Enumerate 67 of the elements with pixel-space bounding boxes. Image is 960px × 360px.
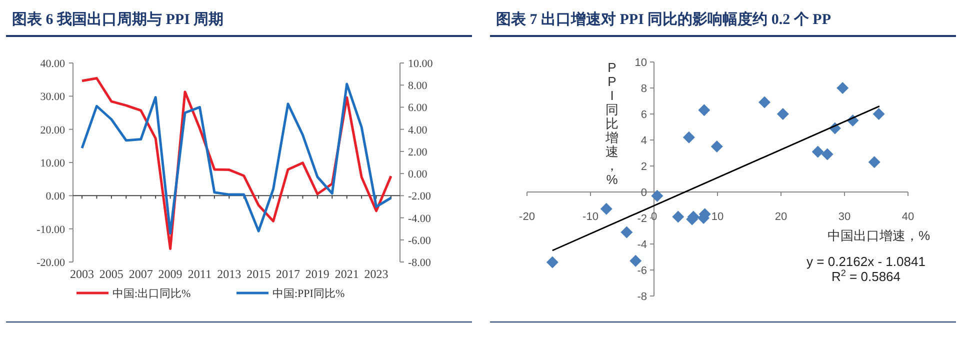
- y2-tick-label: -2.00: [408, 190, 432, 203]
- y2-tick-label: 4.00: [408, 124, 428, 136]
- x-tick-label: 2009: [158, 267, 182, 281]
- point: [651, 190, 664, 202]
- y-tick-label: 6: [640, 109, 647, 121]
- text: PPI同比增速，%: [606, 60, 618, 187]
- x-tick-label: 2021: [334, 267, 359, 281]
- x-tick-label: 2003: [70, 267, 94, 281]
- y2-tick-label: -8.00: [408, 257, 432, 269]
- point: [546, 256, 558, 268]
- y2-tick-label: 0.00: [408, 168, 428, 181]
- x-tick-label: -20: [519, 211, 535, 223]
- y-tick-label: -10.00: [36, 224, 66, 236]
- y-tick-label: -4: [637, 239, 647, 251]
- y-tick-label: 0.00: [46, 190, 66, 203]
- point: [868, 156, 880, 168]
- x-tick-label: -10: [582, 211, 598, 223]
- y2-tick-label: 6.00: [408, 102, 428, 114]
- point: [620, 226, 633, 238]
- x-tick-label: 2013: [217, 267, 242, 281]
- x-axis-title: 中国出口增速，%: [827, 228, 930, 243]
- point: [710, 140, 723, 152]
- y-tick-label: -6: [637, 265, 647, 277]
- point: [630, 254, 642, 267]
- y-tick-label: 20.00: [40, 124, 66, 136]
- annotation: R$^{2}$ = 0.5864: [831, 268, 901, 284]
- y2-tick-label: 2.00: [408, 146, 428, 158]
- x-tick-label: 10: [711, 211, 724, 223]
- x-tick-label: 2019: [305, 267, 330, 281]
- legend-label: 中国:出口同比%: [112, 287, 191, 300]
- y-tick-label: 30.00: [40, 91, 66, 104]
- point: [758, 96, 770, 108]
- chart-title: 图表 6 我国出口周期与 PPI 周期: [12, 11, 224, 28]
- x-tick-label: 2023: [364, 267, 388, 281]
- x-tick-label: 2015: [246, 267, 271, 281]
- x-tick-label: 20: [774, 211, 788, 223]
- x-tick-label: 2017: [276, 267, 300, 281]
- y2-tick-label: -6.00: [408, 234, 432, 247]
- y-tick-label: 2: [640, 161, 647, 173]
- x-tick-label: 30: [838, 211, 851, 223]
- x-tick-label: 2005: [99, 267, 124, 281]
- y-tick-label: 8: [640, 83, 647, 95]
- x-tick-label: 2007: [128, 267, 153, 281]
- point: [836, 82, 849, 94]
- point: [812, 146, 824, 158]
- y-tick-label: -8: [637, 291, 647, 303]
- y2-tick-label: 10.00: [408, 58, 434, 70]
- y2-tick-label: -4.00: [408, 212, 432, 225]
- point: [682, 131, 695, 144]
- point: [698, 104, 710, 116]
- x-tick-label: 40: [902, 211, 914, 223]
- point: [821, 148, 834, 160]
- y-tick-label: -20.00: [36, 257, 66, 269]
- chart-title: 图表 7 出口增速对 PPI 同比的影响幅度约 0.2 个 PP: [496, 10, 831, 28]
- y-tick-label: -2: [637, 213, 647, 225]
- x-tick-label: 2011: [188, 267, 212, 281]
- legend-label: 中国:PPI同比%: [272, 287, 345, 300]
- point: [776, 108, 789, 120]
- point: [672, 210, 684, 223]
- point: [872, 108, 885, 120]
- y-tick-label: 10: [634, 57, 647, 69]
- y2-tick-label: 8.00: [408, 80, 428, 92]
- y-tick-label: 10.00: [40, 158, 66, 170]
- y-tick-label: 4: [640, 135, 647, 147]
- annotation: y = 0.2162x - 1.0841: [806, 254, 926, 269]
- y-tick-label: 40.00: [40, 58, 66, 70]
- point: [600, 202, 612, 215]
